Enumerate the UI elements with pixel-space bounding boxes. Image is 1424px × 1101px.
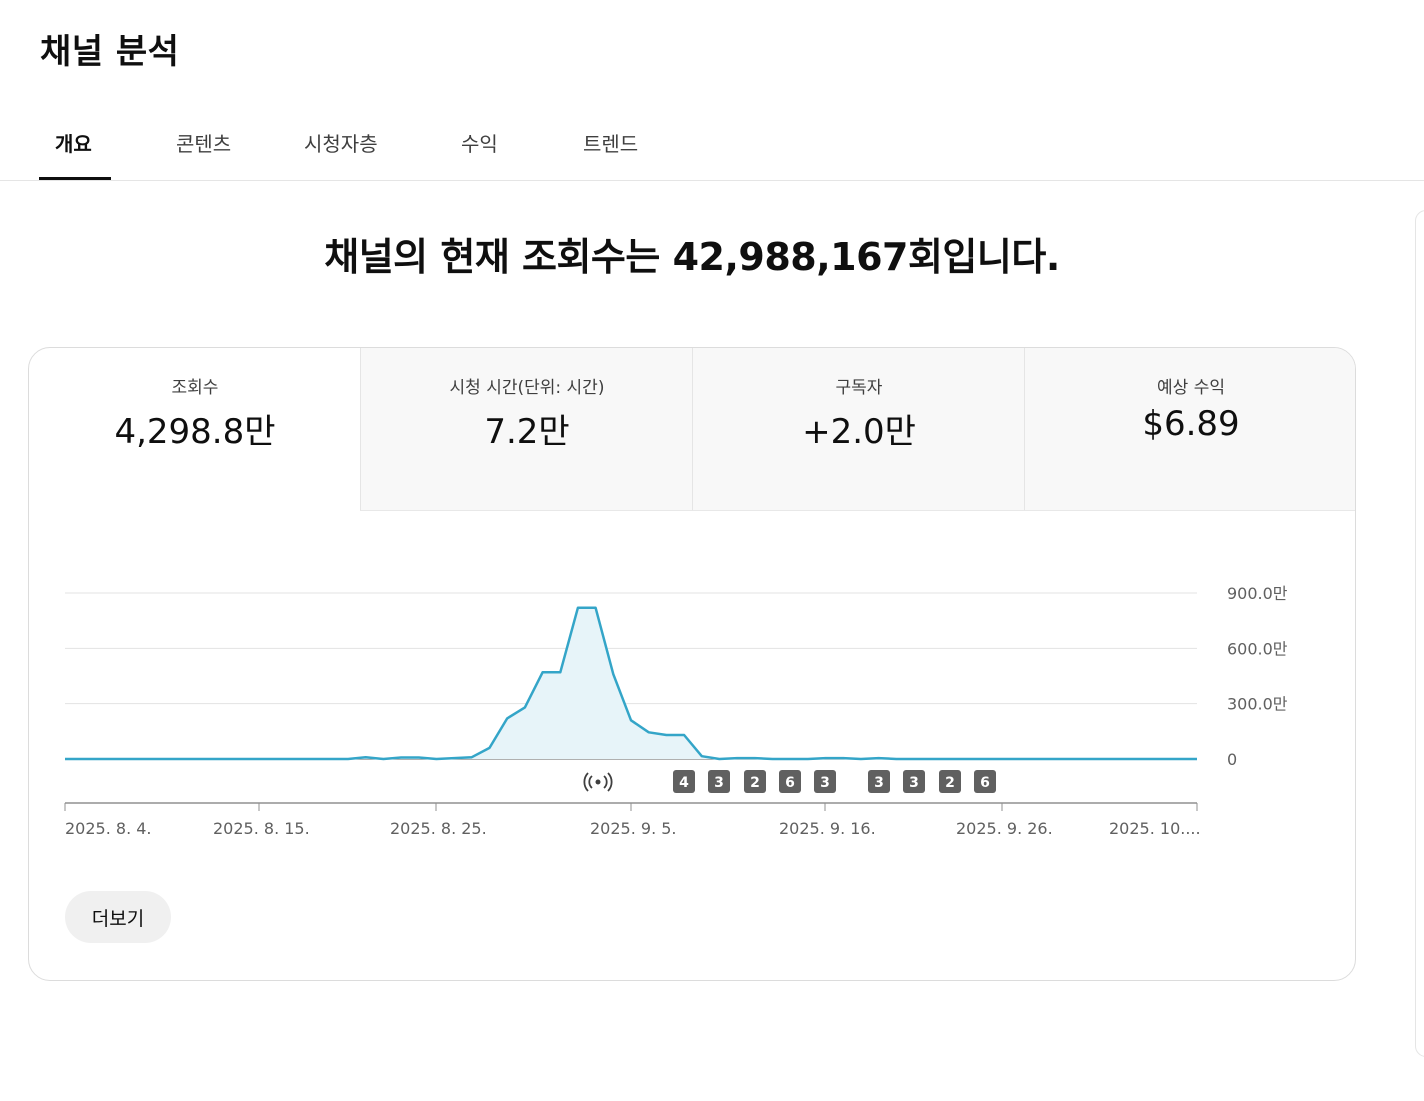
metric-revenue[interactable]: 예상 수익 $6.89 bbox=[1024, 348, 1355, 511]
upload-badge-count: 6 bbox=[980, 775, 990, 791]
metric-subscribers[interactable]: 구독자 +2.0만 bbox=[692, 348, 1025, 511]
x-tick-label: 2025. 8. 25. bbox=[390, 819, 487, 838]
views-chart: 0 300.0만 600.0만 900.0만 2025. 8. 4. 2025. 8. 1… bbox=[64, 584, 1288, 838]
metric-label: 시청 시간(단위: 시간) bbox=[449, 378, 605, 398]
side-panel bbox=[1415, 210, 1424, 1057]
headline: 채널의 현재 조회수는 42,988,167회입니다. bbox=[324, 235, 1060, 279]
upload-badge-count: 6 bbox=[785, 775, 795, 791]
x-tick-label: 2025. 10.... bbox=[1109, 819, 1201, 838]
tab-bar: 개요 콘텐츠 시청자층 수익 트렌드 bbox=[0, 110, 1424, 181]
page-title: 채널 분석 bbox=[40, 32, 180, 72]
tab-trends[interactable]: 트렌드 bbox=[583, 132, 639, 156]
upload-badge bbox=[939, 770, 961, 793]
upload-badge-count: 3 bbox=[909, 775, 919, 791]
overview-card: 조회수 4,298.8만 시청 시간(단위: 시간) 7.2만 구독자 +2.0… bbox=[28, 347, 1356, 981]
upload-badge bbox=[974, 770, 996, 793]
x-tick-label: 2025. 9. 16. bbox=[779, 819, 876, 838]
upload-badge-count: 2 bbox=[945, 775, 955, 791]
upload-badge bbox=[903, 770, 925, 793]
upload-badge-count: 3 bbox=[714, 775, 724, 791]
tab-audience[interactable]: 시청자층 bbox=[304, 132, 378, 156]
upload-badge bbox=[779, 770, 801, 793]
active-tab-indicator bbox=[39, 177, 111, 180]
upload-badge-count: 3 bbox=[820, 775, 830, 791]
live-icon bbox=[595, 779, 601, 785]
upload-badge-count: 4 bbox=[679, 775, 689, 791]
upload-badge-count: 3 bbox=[874, 775, 884, 791]
y-tick-label: 0 bbox=[1227, 750, 1237, 769]
metric-value: 7.2만 bbox=[484, 412, 570, 452]
live-icon-wave bbox=[588, 775, 593, 789]
upload-badge bbox=[708, 770, 730, 793]
metric-label: 예상 수익 bbox=[1157, 378, 1225, 398]
metric-value: 4,298.8만 bbox=[114, 412, 276, 452]
views-area bbox=[65, 607, 1197, 759]
metric-watch-time[interactable]: 시청 시간(단위: 시간) 7.2만 bbox=[360, 348, 693, 511]
metric-value: +2.0만 bbox=[802, 412, 916, 452]
metric-label: 조회수 bbox=[171, 378, 219, 398]
more-button[interactable]: 더보기 bbox=[65, 891, 171, 943]
upload-badge-count: 2 bbox=[750, 775, 760, 791]
x-tick-label: 2025. 8. 15. bbox=[213, 819, 310, 838]
tab-revenue[interactable]: 수익 bbox=[461, 132, 498, 156]
x-tick-label: 2025. 8. 4. bbox=[65, 819, 152, 838]
upload-badge bbox=[868, 770, 890, 793]
metric-value: $6.89 bbox=[1142, 404, 1240, 444]
tab-content[interactable]: 콘텐츠 bbox=[176, 132, 232, 156]
live-icon-wave bbox=[603, 775, 608, 789]
y-tick-label: 300.0만 bbox=[1227, 695, 1288, 714]
upload-badge bbox=[814, 770, 836, 793]
live-icon-wave bbox=[583, 772, 589, 792]
y-tick-label: 900.0만 bbox=[1227, 584, 1288, 603]
live-icon-wave bbox=[607, 772, 613, 792]
metric-label: 구독자 bbox=[835, 378, 883, 398]
metric-views[interactable]: 조회수 4,298.8만 bbox=[29, 348, 361, 510]
upload-badge bbox=[744, 770, 766, 793]
x-tick-label: 2025. 9. 5. bbox=[590, 819, 677, 838]
y-tick-label: 600.0만 bbox=[1227, 639, 1288, 658]
x-tick-label: 2025. 9. 26. bbox=[956, 819, 1053, 838]
tab-overview[interactable]: 개요 bbox=[55, 132, 92, 156]
views-line bbox=[65, 606, 1197, 761]
upload-badge bbox=[673, 770, 695, 793]
